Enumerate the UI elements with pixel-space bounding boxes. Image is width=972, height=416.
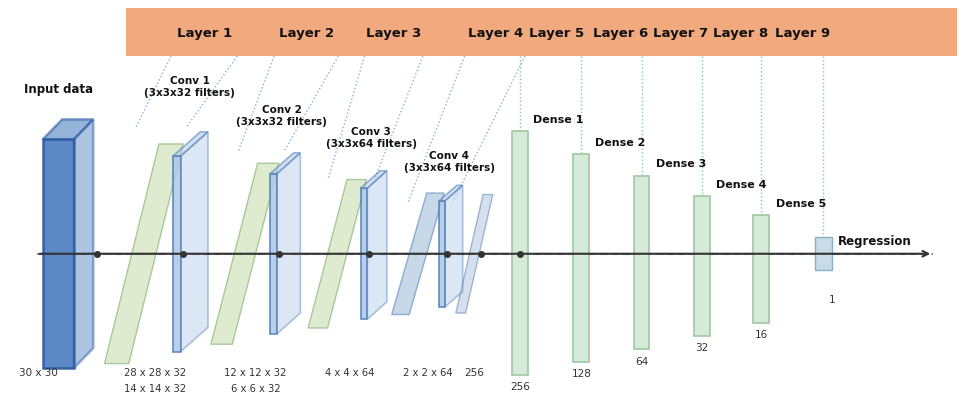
Text: Layer 5: Layer 5 bbox=[530, 27, 584, 40]
Text: Layer 7: Layer 7 bbox=[653, 27, 708, 40]
Text: 30 x 30: 30 x 30 bbox=[19, 368, 58, 378]
Bar bbox=[126, 8, 957, 56]
Text: 256: 256 bbox=[465, 368, 484, 378]
Polygon shape bbox=[43, 119, 93, 139]
Bar bbox=[753, 215, 769, 323]
Text: Layer 4: Layer 4 bbox=[469, 27, 523, 40]
Polygon shape bbox=[439, 201, 445, 307]
Text: 4 x 4 x 64: 4 x 4 x 64 bbox=[326, 368, 374, 378]
Text: Dense 1: Dense 1 bbox=[533, 115, 583, 125]
Text: 64: 64 bbox=[635, 357, 648, 366]
Text: Input data: Input data bbox=[23, 83, 93, 96]
Text: 128: 128 bbox=[572, 369, 591, 379]
Polygon shape bbox=[173, 132, 208, 156]
Bar bbox=[512, 131, 528, 375]
Polygon shape bbox=[367, 171, 387, 319]
Polygon shape bbox=[211, 163, 279, 344]
Text: 6 x 6 x 32: 6 x 6 x 32 bbox=[230, 384, 281, 394]
Polygon shape bbox=[456, 194, 493, 313]
Text: 256: 256 bbox=[510, 382, 530, 392]
Text: Regression: Regression bbox=[838, 235, 912, 248]
Text: Layer 8: Layer 8 bbox=[713, 27, 768, 40]
Polygon shape bbox=[361, 188, 367, 319]
Text: Conv 4
(3x3x64 filters): Conv 4 (3x3x64 filters) bbox=[403, 151, 495, 173]
Polygon shape bbox=[104, 144, 183, 364]
Bar bbox=[634, 176, 649, 349]
Text: Layer 3: Layer 3 bbox=[366, 27, 421, 40]
Bar bbox=[815, 237, 832, 270]
Polygon shape bbox=[181, 132, 208, 352]
Polygon shape bbox=[43, 139, 74, 368]
Polygon shape bbox=[392, 193, 444, 314]
Text: 16: 16 bbox=[754, 330, 768, 340]
Text: Conv 3
(3x3x64 filters): Conv 3 (3x3x64 filters) bbox=[326, 127, 417, 149]
Text: Dense 2: Dense 2 bbox=[595, 138, 645, 148]
Text: Conv 2
(3x3x32 filters): Conv 2 (3x3x32 filters) bbox=[236, 105, 328, 127]
Text: 1: 1 bbox=[829, 295, 835, 305]
Text: Dense 5: Dense 5 bbox=[776, 199, 826, 209]
Polygon shape bbox=[277, 153, 300, 334]
Text: 12 x 12 x 32: 12 x 12 x 32 bbox=[225, 368, 287, 378]
Polygon shape bbox=[173, 156, 181, 352]
Text: 28 x 28 x 32: 28 x 28 x 32 bbox=[124, 368, 187, 378]
Polygon shape bbox=[361, 171, 387, 188]
Polygon shape bbox=[270, 153, 300, 174]
Text: Layer 9: Layer 9 bbox=[776, 27, 830, 40]
Bar bbox=[694, 196, 710, 336]
Text: 2 x 2 x 64: 2 x 2 x 64 bbox=[402, 368, 453, 378]
Text: Dense 3: Dense 3 bbox=[656, 159, 707, 169]
Text: 32: 32 bbox=[695, 343, 709, 353]
Text: Layer 1: Layer 1 bbox=[177, 27, 231, 40]
Polygon shape bbox=[270, 174, 277, 334]
Text: Layer 2: Layer 2 bbox=[279, 27, 333, 40]
Text: Layer 6: Layer 6 bbox=[593, 27, 647, 40]
Polygon shape bbox=[445, 185, 463, 307]
Text: Conv 1
(3x3x32 filters): Conv 1 (3x3x32 filters) bbox=[144, 76, 235, 98]
Bar bbox=[573, 154, 589, 362]
Text: Dense 4: Dense 4 bbox=[716, 180, 767, 190]
Polygon shape bbox=[308, 180, 366, 328]
Polygon shape bbox=[439, 185, 463, 201]
Polygon shape bbox=[74, 119, 93, 368]
Text: 14 x 14 x 32: 14 x 14 x 32 bbox=[124, 384, 187, 394]
